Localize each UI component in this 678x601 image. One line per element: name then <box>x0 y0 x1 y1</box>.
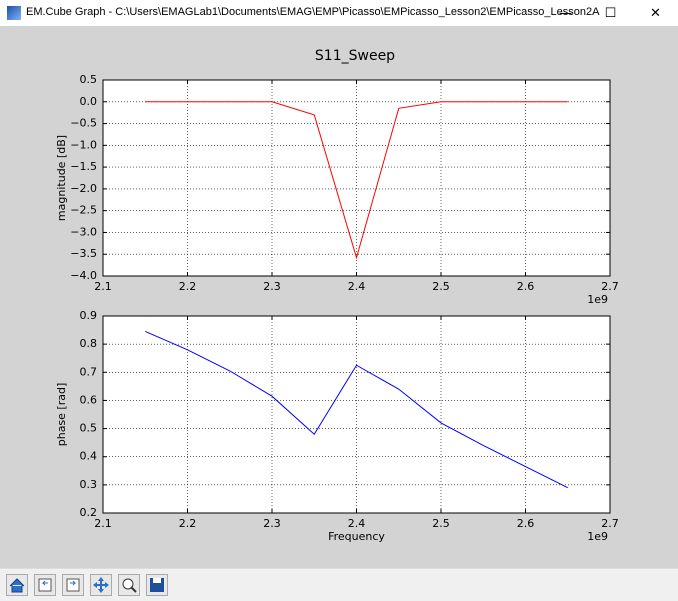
data-line <box>145 331 568 489</box>
y-tick-label: 0.0 <box>80 95 98 108</box>
plot-area <box>103 80 610 276</box>
plot-area <box>103 316 610 513</box>
x-tick-label: 2.2 <box>179 517 197 530</box>
data-line <box>145 101 568 260</box>
y-tick-label: 0.2 <box>80 506 98 519</box>
x-tick-label: 2.4 <box>348 517 366 530</box>
y-tick-label: −1.5 <box>70 160 97 173</box>
window-title: EM.Cube Graph - C:\Users\EMAGLab1\Docume… <box>26 6 600 18</box>
y-tick-label: 0.6 <box>80 393 98 406</box>
figure-title: S11_Sweep <box>315 48 395 64</box>
x-tick-label: 2.5 <box>432 280 450 293</box>
x-tick-label: 2.6 <box>517 280 535 293</box>
y-tick-label: −2.5 <box>70 204 97 217</box>
y-tick-label: 0.9 <box>80 309 98 322</box>
x-tick-label: 2.3 <box>263 280 281 293</box>
save-button[interactable] <box>146 574 168 596</box>
app-icon <box>7 6 21 20</box>
x-offset-label: 1e9 <box>587 293 608 306</box>
title-bar: EM.Cube Graph - C:\Users\EMAGLab1\Docume… <box>0 0 678 26</box>
home-button[interactable] <box>6 574 28 596</box>
y-tick-label: −2.0 <box>70 182 97 195</box>
y-tick-label: −4.0 <box>70 269 97 282</box>
x-tick-label: 2.7 <box>601 517 619 530</box>
y-tick-label: 0.8 <box>80 337 98 350</box>
back-button[interactable] <box>34 574 56 596</box>
close-button[interactable]: ✕ <box>650 5 661 21</box>
forward-button[interactable] <box>62 574 84 596</box>
x-tick-label: 2.2 <box>179 280 197 293</box>
y-tick-label: −0.5 <box>70 117 97 130</box>
minimize-button[interactable]: — <box>559 5 572 21</box>
figure: S11_Sweep −4.0 −3.5 −3.0 −2.5 −2.0 −1.5 −1.0 −0… <box>0 26 678 568</box>
y-tick-label: 0.5 <box>80 73 98 86</box>
x-tick-label: 2.1 <box>94 517 112 530</box>
y-tick-label: 0.3 <box>80 478 98 491</box>
y-axis-label: magnitude [dB] <box>55 135 68 221</box>
x-tick-label: 2.6 <box>517 517 535 530</box>
x-tick-label: 2.7 <box>601 280 619 293</box>
x-tick-label: 2.4 <box>348 280 366 293</box>
x-tick-label: 2.5 <box>432 517 450 530</box>
zoom-button[interactable] <box>118 574 140 596</box>
y-tick-label: −3.5 <box>70 247 97 260</box>
plot-frame <box>102 315 611 514</box>
y-tick-label: 0.4 <box>80 450 98 463</box>
plot-frame <box>102 79 611 277</box>
y-tick-label: −1.0 <box>70 138 97 151</box>
pan-button[interactable] <box>90 574 112 596</box>
y-tick-label: 0.5 <box>80 422 98 435</box>
x-axis-label: Frequency <box>328 530 385 543</box>
x-offset-label: 1e9 <box>587 530 608 543</box>
y-axis-label: phase [rad] <box>55 383 68 447</box>
x-tick-label: 2.3 <box>263 517 281 530</box>
y-tick-label: 0.7 <box>80 365 98 378</box>
toolbar <box>0 568 678 601</box>
y-tick-label: −3.0 <box>70 225 97 238</box>
maximize-button[interactable]: ☐ <box>604 5 617 21</box>
x-tick-label: 2.1 <box>94 280 112 293</box>
